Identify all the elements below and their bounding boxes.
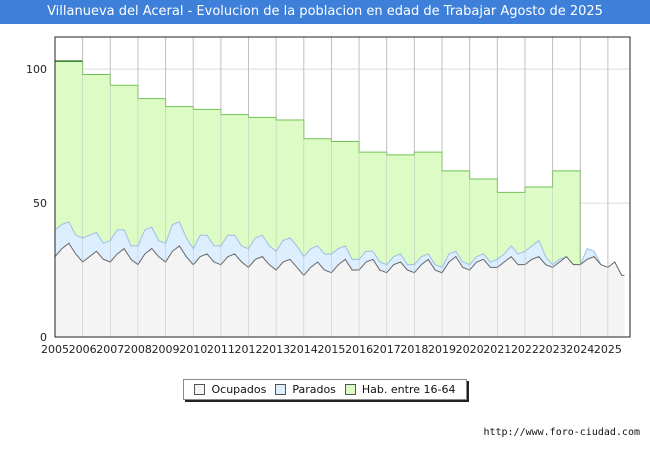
x-tick-label-2025: 2025	[594, 343, 622, 356]
x-tick-label-2018: 2018	[400, 343, 428, 356]
x-tick-label-2006: 2006	[69, 343, 97, 356]
x-tick-label-2005: 2005	[41, 343, 69, 356]
series-area-ocupados	[55, 243, 625, 337]
x-tick-label-2020: 2020	[456, 343, 484, 356]
x-tick-label-2022: 2022	[511, 343, 539, 356]
y-tick-label-0: 0	[40, 331, 47, 344]
chart-title: Villanueva del Aceral - Evolucion de la …	[0, 0, 650, 24]
legend-label-parados: Parados	[292, 383, 336, 396]
legend-swatch-parados	[275, 384, 287, 395]
x-tick-label-2013: 2013	[262, 343, 290, 356]
x-tick-label-2009: 2009	[152, 343, 180, 356]
x-tick-label-2014: 2014	[290, 343, 318, 356]
legend-item-hab: Hab. entre 16-64	[344, 383, 456, 396]
legend-label-ocupados: Ocupados	[211, 383, 267, 396]
x-tick-label-2016: 2016	[345, 343, 373, 356]
plot-border	[54, 36, 631, 338]
x-tick-label-2011: 2011	[207, 343, 235, 356]
x-tick-label-2015: 2015	[317, 343, 345, 356]
x-tick-label-2010: 2010	[179, 343, 207, 356]
legend-swatch-ocupados	[194, 384, 206, 395]
x-tick-label-2021: 2021	[483, 343, 511, 356]
y-tick-label-100: 100	[26, 63, 47, 76]
legend-label-hab: Hab. entre 16-64	[361, 383, 456, 396]
areas	[54, 37, 625, 337]
tick-labels: 2005 2006 2007 2008 2009 2010 2011 2012 2013 2014…	[26, 63, 622, 356]
legend-swatch-hab	[344, 384, 356, 395]
y-tick-label-50: 50	[33, 197, 47, 210]
x-tick-label-2019: 2019	[428, 343, 456, 356]
x-tick-label-2012: 2012	[235, 343, 263, 356]
x-tick-label-2008: 2008	[124, 343, 152, 356]
x-tick-label-2023: 2023	[539, 343, 567, 356]
legend-item-ocupados: Ocupados	[194, 383, 266, 396]
legend-item-parados: Parados	[275, 383, 336, 396]
series-line-ocupados	[54, 242, 625, 277]
x-tick-label-2007: 2007	[96, 343, 124, 356]
x-tick-label-2024: 2024	[566, 343, 594, 356]
x-tick-label-2017: 2017	[373, 343, 401, 356]
series-line-parados	[54, 221, 602, 268]
legend: Ocupados Parados Hab. entre 16-64	[183, 379, 467, 400]
source-link[interactable]: http://www.foro-ciudad.com	[483, 427, 640, 438]
